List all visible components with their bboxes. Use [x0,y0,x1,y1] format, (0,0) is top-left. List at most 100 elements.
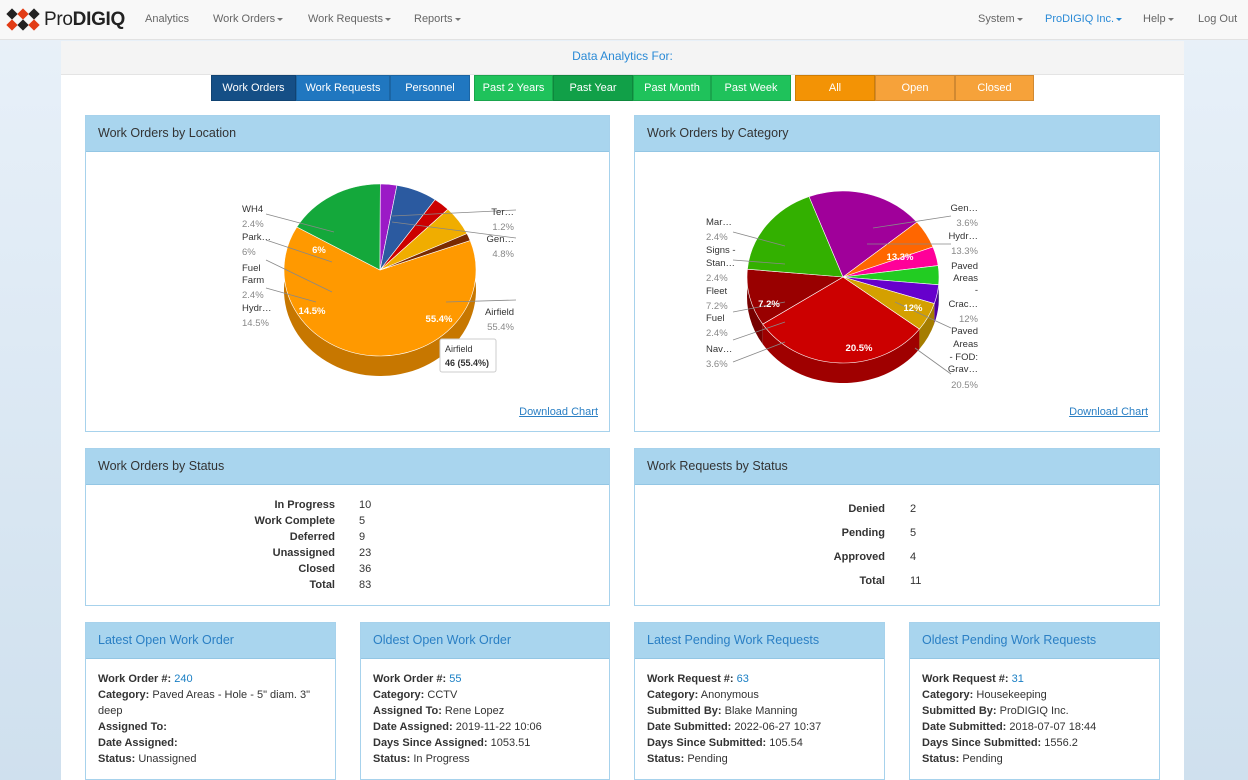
work-order-link[interactable]: 240 [174,673,193,685]
brand-logo[interactable]: ProDIGIQ [6,8,125,32]
chevron-down-icon [385,17,391,21]
slice-value-label: 14.5% [299,306,326,317]
status-value: 9 [359,531,366,543]
callout-value: 2.4% [706,232,728,243]
callout-line [265,213,335,233]
filter-past-year-button[interactable]: Past Year [553,75,633,101]
status-label: Unassigned [272,547,335,559]
status-value: 5 [910,527,917,539]
callout-label: - [975,285,978,296]
callout-label: WH4 [242,204,263,215]
callout-value: 20.5% [951,380,978,391]
nav-reports[interactable]: Reports [414,13,461,25]
chevron-down-icon [277,17,284,21]
oldest-pending-wr-title[interactable]: Oldest Pending Work Requests [910,623,1159,659]
callout-value: 2.4% [242,219,264,230]
callout-value: 7.2% [706,301,728,312]
status-row: Total 11 [635,575,1159,589]
status-value: 11 [910,575,922,587]
nav-system[interactable]: System [978,13,1023,25]
oldest-open-wo-panel: Oldest Open Work Order Work Order #: 55 … [360,622,610,780]
callout-line [732,259,786,265]
oldest-pending-wr-panel: Oldest Pending Work Requests Work Reques… [909,622,1160,780]
nav-help[interactable]: Help [1143,13,1174,25]
oldest-pending-wr-details: Work Request #: 31 Category: Housekeepin… [922,673,1097,765]
filter-past-week-button[interactable]: Past Week [711,75,791,101]
status-label: Denied [848,503,885,515]
latest-pending-wr-title[interactable]: Latest Pending Work Requests [635,623,884,659]
callout-label: Paved [951,326,978,337]
nav-company[interactable]: ProDIGIQ Inc. [1045,13,1123,25]
slice-value-label: 13.3% [887,252,914,263]
callout-line [732,341,786,363]
nav-analytics[interactable]: Analytics [145,13,190,25]
pie-slice [842,276,935,330]
download-chart-link[interactable]: Download Chart [519,406,598,418]
pie-slice [747,196,844,278]
nav-logout[interactable]: Log Out [1198,13,1238,25]
status-row: Closed 36 [86,563,609,577]
slice-value-label: 55.4% [426,314,453,325]
filter-work-requests-button[interactable]: Work Requests [296,75,390,101]
nav-work-orders[interactable]: Work Orders [213,13,284,25]
filter-past-month-button[interactable]: Past Month [633,75,711,101]
status-row: Pending 5 [635,527,1159,541]
callout-line [391,209,517,217]
download-chart-link[interactable]: Download Chart [1069,406,1148,418]
callout-line [914,347,952,375]
status-row: Denied 2 [635,503,1159,517]
callout-value: 4.8% [492,249,514,260]
wr-status-title: Work Requests by Status [635,449,1159,485]
filter-work-orders-button[interactable]: Work Orders [211,75,296,101]
oldest-open-wo-title[interactable]: Oldest Open Work Order [361,623,609,659]
status-row: Total 83 [86,579,609,593]
work-request-link[interactable]: 63 [736,673,749,685]
logo-diamonds-icon [6,8,42,32]
callout-label: Nav… [706,344,732,355]
slice-value-label: 7.2% [758,299,780,310]
callout-label: Ter… [491,207,514,218]
callout-label: Areas [953,339,978,350]
status-label: Total [309,579,335,591]
callout-line [445,299,517,303]
status-row: Deferred 9 [86,531,609,545]
callout-value: 3.6% [706,359,728,370]
filter-closed-button[interactable]: Closed [955,75,1034,101]
brand-name: ProDIGIQ [44,9,126,30]
location-chart-panel: Work Orders by Location WH4 2.4% Park… 6% Fu… [85,115,610,432]
status-value: 83 [359,579,372,591]
callout-label: Mar… [706,217,732,228]
filter-personnel-button[interactable]: Personnel [390,75,470,101]
pie-slice [808,190,918,278]
filter-all-button[interactable]: All [795,75,875,101]
callout-label: - FOD: [950,352,979,363]
callout-line [732,231,786,247]
work-request-link[interactable]: 31 [1011,673,1024,685]
callout-label: Airfield [485,307,514,318]
pie-slice [296,183,381,271]
status-row: Unassigned 23 [86,547,609,561]
slice-value-label: 20.5% [846,343,873,354]
callout-label: Crac… [948,299,978,310]
filter-past-2-years-button[interactable]: Past 2 Years [474,75,553,101]
callout-label: Grav… [948,364,978,375]
status-value: 5 [359,515,366,527]
pie-slice [283,226,477,357]
status-value: 4 [910,551,917,563]
work-order-link[interactable]: 55 [449,673,462,685]
callout-line [732,301,786,313]
callout-line [391,221,517,239]
status-value: 36 [359,563,372,575]
callout-value: 2.4% [706,328,728,339]
callout-value: 1.2% [492,222,514,233]
callout-label: Stan… [706,258,735,269]
status-row: Approved 4 [635,551,1159,565]
category-pie-chart: Mar…2.4%Signs -Stan…2.4%Fleet7.2%Fuel2.4… [706,190,979,391]
callout-label: Hydr… [948,231,978,242]
filter-open-button[interactable]: Open [875,75,955,101]
latest-open-wo-title[interactable]: Latest Open Work Order [86,623,335,659]
nav-work-requests[interactable]: Work Requests [308,13,391,25]
top-navbar: ProDIGIQ Analytics Work Orders Work Requ… [0,0,1248,40]
page-heading: Data Analytics For: [61,41,1184,75]
